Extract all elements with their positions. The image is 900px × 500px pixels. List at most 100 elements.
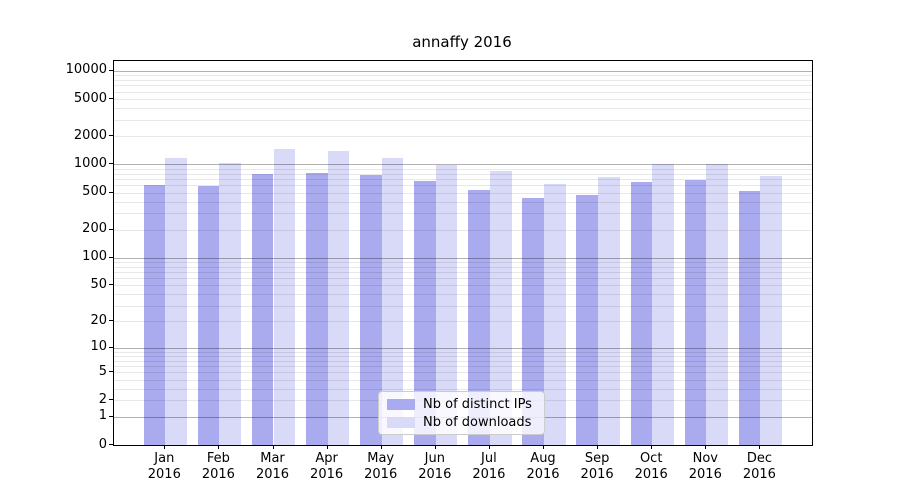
y-tick-label: 2 <box>98 391 107 407</box>
y-tick-mark <box>109 320 113 322</box>
bar-distinct-ips <box>684 179 707 445</box>
gridline-minor <box>114 192 812 194</box>
gridline-minor <box>114 99 812 101</box>
y-tick-mark <box>109 284 113 286</box>
x-tick-label: Apr 2016 <box>310 451 344 482</box>
x-tick-label: Sep 2016 <box>580 451 614 482</box>
gridline-minor <box>114 321 812 323</box>
gridline-minor <box>114 80 812 82</box>
y-tick-mark <box>109 256 113 258</box>
x-tick-label: Dec 2016 <box>742 451 776 482</box>
gridline-minor <box>114 185 812 187</box>
x-tick-mark <box>272 445 274 449</box>
bar-downloads <box>489 171 512 445</box>
gridline-minor <box>114 173 812 175</box>
x-tick-label: Nov 2016 <box>688 451 722 482</box>
y-tick-mark <box>109 163 113 165</box>
gridline-minor <box>114 285 812 287</box>
y-tick-mark <box>109 191 113 193</box>
x-tick-label: Jan 2016 <box>147 451 181 482</box>
bar-downloads <box>381 157 404 445</box>
gridline-major <box>114 164 812 166</box>
legend-label-distinct-ips: Nb of distinct IPs <box>423 396 532 412</box>
gridline-minor <box>114 168 812 170</box>
x-tick-label: Feb 2016 <box>201 451 235 482</box>
y-tick-mark <box>109 415 113 417</box>
x-tick-mark <box>759 445 761 449</box>
bar-downloads <box>327 150 350 445</box>
gridline-minor <box>114 271 812 273</box>
gridline-minor <box>114 261 812 263</box>
gridline-minor <box>114 278 812 280</box>
x-tick-mark <box>434 445 436 449</box>
x-tick-mark <box>380 445 382 449</box>
y-tick-label: 100 <box>82 249 107 265</box>
gridline-minor <box>114 355 812 357</box>
legend-swatch-distinct-ips <box>387 398 415 410</box>
y-tick-label: 1 <box>98 408 107 424</box>
y-tick-mark <box>109 346 113 348</box>
gridline-minor <box>114 372 812 374</box>
gridline-minor <box>114 213 812 215</box>
bar-distinct-ips <box>197 186 220 445</box>
y-tick-label: 10 <box>90 339 107 355</box>
y-tick-mark <box>109 444 113 445</box>
chart-title: annaffy 2016 <box>412 33 512 51</box>
y-tick-mark <box>109 135 113 137</box>
y-tick-label: 1000 <box>73 155 107 171</box>
x-tick-mark <box>326 445 328 449</box>
gridline-minor <box>114 119 812 121</box>
legend-label-downloads: Nb of downloads <box>423 414 532 430</box>
y-tick-label: 200 <box>82 221 107 237</box>
gridline-minor <box>114 351 812 353</box>
bar-distinct-ips <box>468 190 490 445</box>
bar-distinct-ips <box>414 181 436 445</box>
x-tick-label: Oct 2016 <box>634 451 668 482</box>
bars-layer <box>114 61 812 445</box>
x-tick-mark <box>597 445 599 449</box>
y-tick-label: 5000 <box>73 90 107 106</box>
gridline-minor <box>114 388 812 390</box>
y-tick-mark <box>109 69 113 71</box>
legend: Nb of distinct IPs Nb of downloads <box>378 391 545 435</box>
gridline-major <box>114 70 812 72</box>
gridline-major <box>114 257 812 259</box>
gridline-minor <box>114 379 812 381</box>
x-tick-mark <box>543 445 544 449</box>
bar-downloads <box>273 148 296 445</box>
bar-distinct-ips <box>522 198 544 445</box>
gridline-minor <box>114 365 812 367</box>
legend-item-downloads: Nb of downloads <box>387 415 536 430</box>
y-tick-mark <box>109 371 113 373</box>
bar-distinct-ips <box>305 173 328 445</box>
bar-downloads <box>652 164 674 445</box>
x-tick-label: Aug 2016 <box>526 451 560 482</box>
x-tick-mark <box>218 445 220 449</box>
bar-downloads <box>165 158 187 445</box>
y-tick-label: 5 <box>98 363 107 379</box>
gridline-minor <box>114 108 812 110</box>
gridline-minor <box>114 91 812 93</box>
plot-area <box>113 60 813 446</box>
gridline-minor <box>114 229 812 231</box>
bar-distinct-ips <box>143 184 166 445</box>
bar-downloads <box>706 164 728 445</box>
grid-layer <box>114 61 812 445</box>
gridline-minor <box>114 294 812 296</box>
gridline-minor <box>114 201 812 203</box>
y-tick-label: 500 <box>82 184 107 200</box>
bar-downloads <box>544 183 566 445</box>
bar-downloads <box>435 165 458 445</box>
bar-downloads <box>760 176 783 445</box>
legend-item-distinct-ips: Nb of distinct IPs <box>387 397 536 412</box>
gridline-minor <box>114 85 812 87</box>
bar-distinct-ips <box>360 174 382 445</box>
bar-distinct-ips <box>251 174 274 445</box>
x-tick-label: Jul 2016 <box>472 451 506 482</box>
y-tick-label: 20 <box>90 312 107 328</box>
x-tick-label: Jun 2016 <box>418 451 452 482</box>
bar-downloads <box>598 176 620 445</box>
gridline-major <box>114 347 812 349</box>
y-tick-mark <box>109 98 113 100</box>
bar-distinct-ips <box>630 181 653 445</box>
